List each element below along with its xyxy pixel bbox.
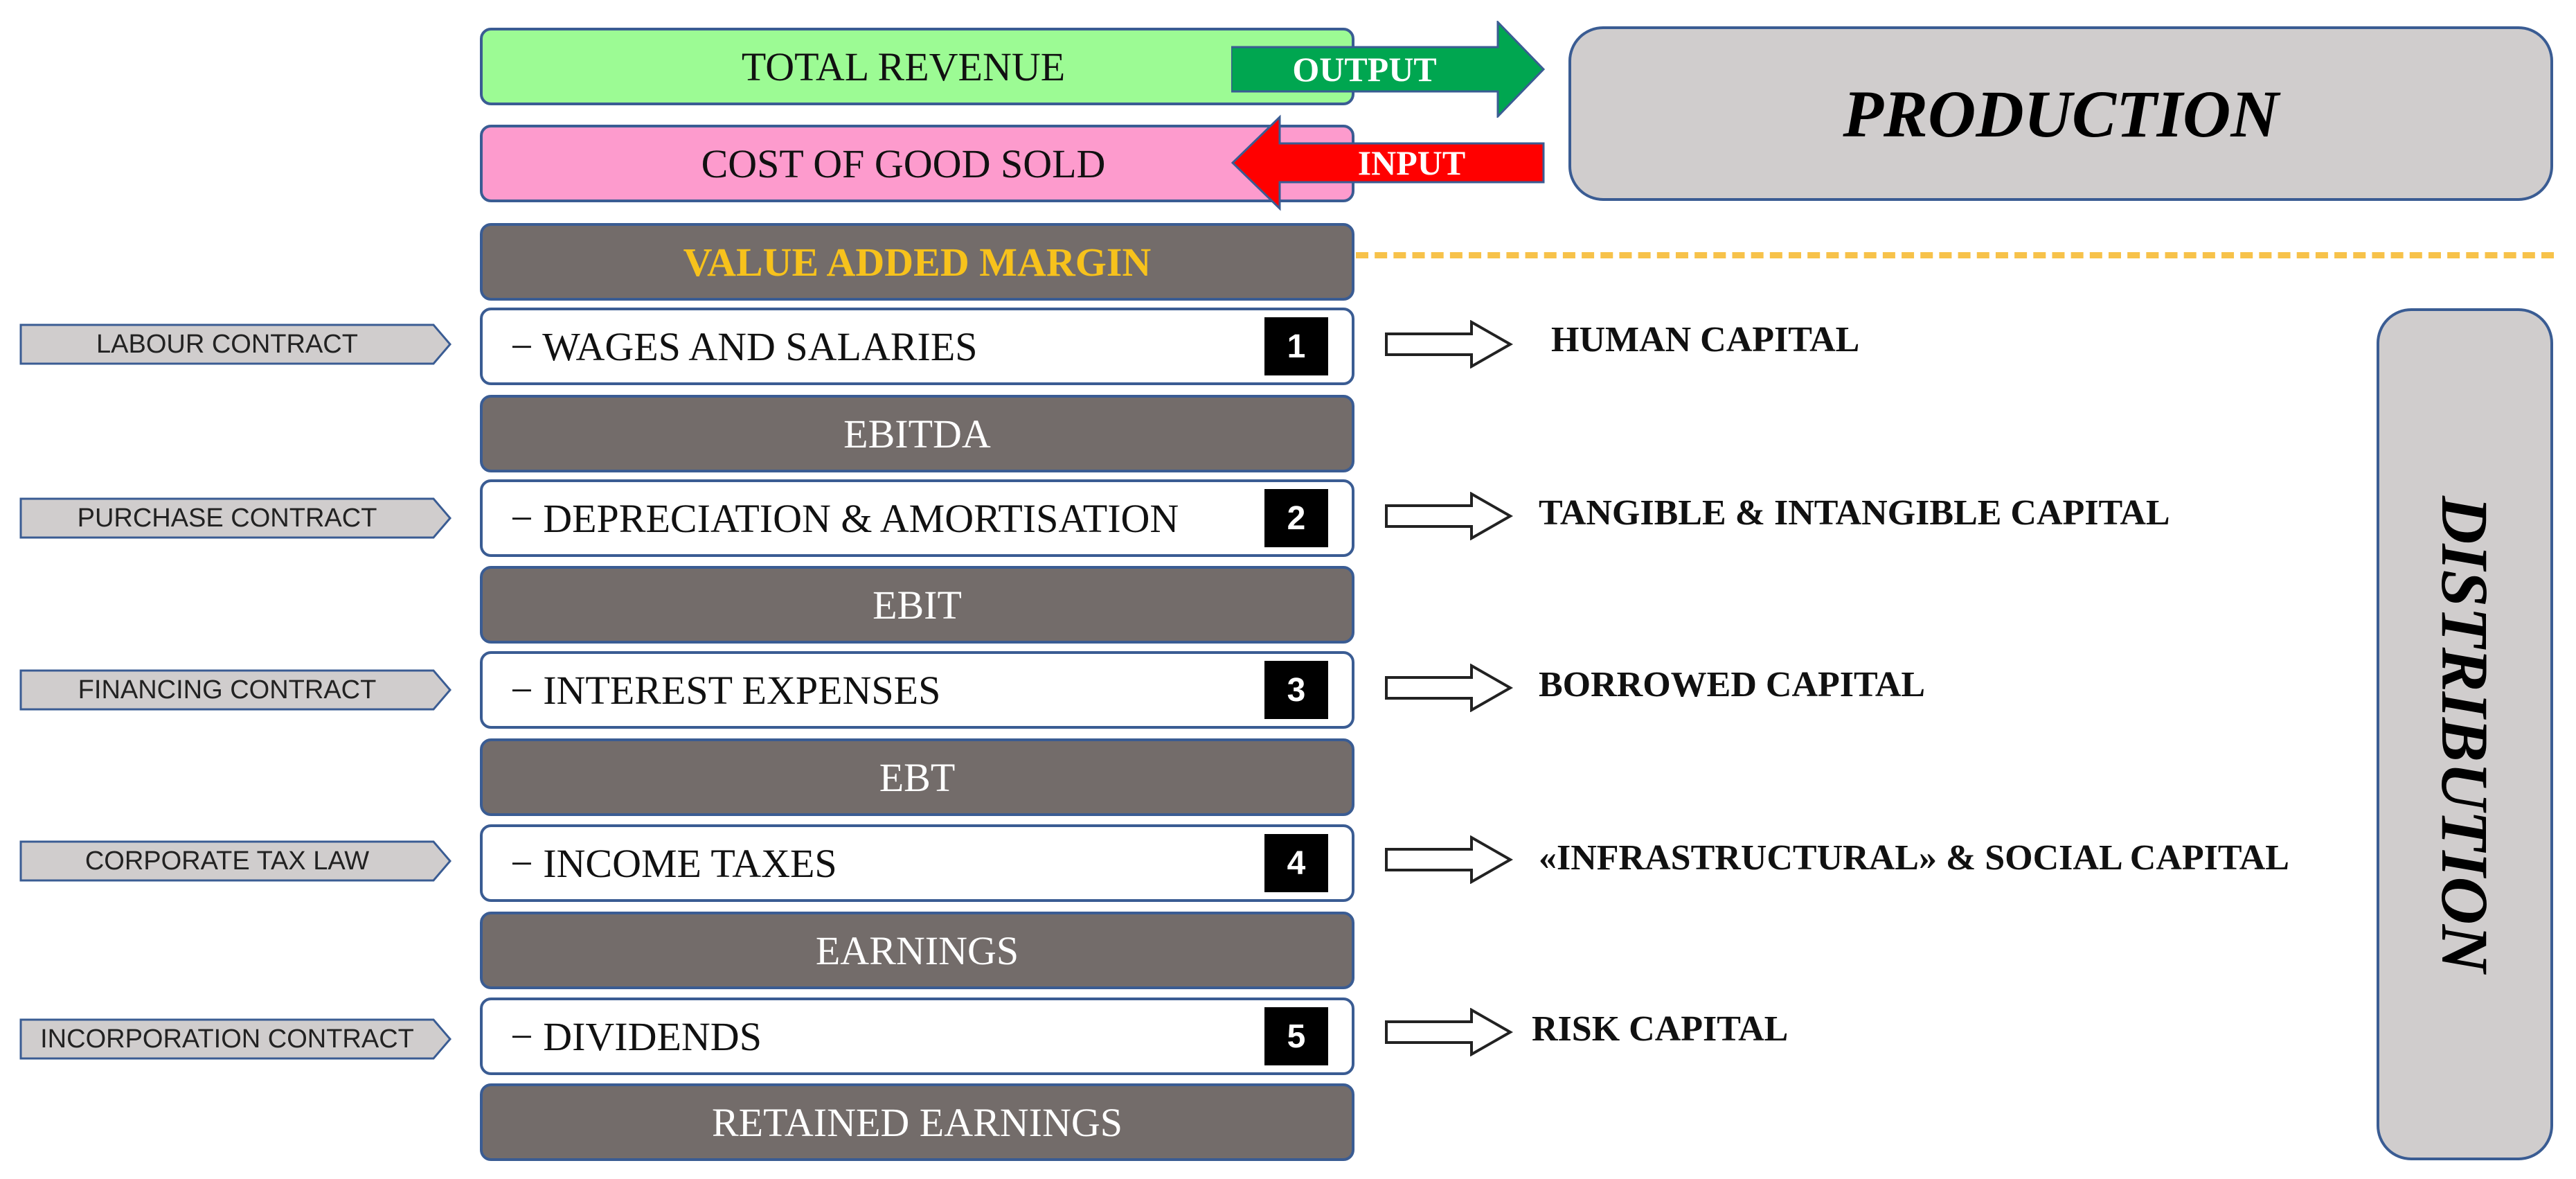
value-added-margin-box: VALUE ADDED MARGIN	[480, 223, 1354, 301]
contract-tag-2: PURCHASE CONTRACT	[19, 497, 452, 539]
retained-earnings-box: RETAINED EARNINGS	[480, 1083, 1354, 1161]
tag-arrow-shape	[19, 1018, 451, 1060]
right-arrow-icon	[1385, 663, 1514, 713]
contract-label: PURCHASE CONTRACT	[77, 503, 377, 533]
right-arrow-icon	[1385, 1007, 1514, 1057]
deduction-row-4: − INCOME TAXES 4	[480, 824, 1354, 902]
ebit-box: EBIT	[480, 566, 1354, 644]
input-arrow: INPUT	[1231, 114, 1546, 211]
contract-label: FINANCING CONTRACT	[78, 675, 377, 704]
distribution-title: DISTRIBUTION	[2428, 495, 2502, 973]
total-revenue-label: TOTAL REVENUE	[741, 44, 1066, 89]
step-number-badge: 5	[1264, 1007, 1328, 1065]
step-number-badge: 3	[1264, 661, 1328, 719]
contract-tag-1: LABOUR CONTRACT	[19, 323, 452, 365]
contract-label: LABOUR CONTRACT	[96, 329, 358, 359]
tag-arrow-shape	[19, 323, 451, 365]
deduction-row-1: − WAGES AND SALARIES 1	[480, 308, 1354, 385]
ebt-label: EBT	[879, 754, 956, 800]
contract-tag-4: CORPORATE TAX LAW	[19, 840, 452, 882]
capital-label: RISK CAPITAL	[1532, 1009, 1789, 1049]
contract-label: CORPORATE TAX LAW	[84, 846, 370, 876]
contract-tag-5: INCORPORATION CONTRACT	[19, 1018, 452, 1060]
deduction-label: − INTEREST EXPENSES	[510, 667, 941, 713]
right-arrow-icon	[1385, 319, 1514, 369]
output-label: OUTPUT	[1292, 50, 1437, 89]
deduction-label: − INCOME TAXES	[510, 840, 837, 886]
output-arrow: OUTPUT	[1230, 19, 1546, 119]
total-revenue-box: TOTAL REVENUE	[480, 28, 1354, 105]
production-distribution-divider	[1356, 252, 2554, 258]
step-number-badge: 4	[1264, 834, 1328, 892]
capital-label: TANGIBLE & INTANGIBLE CAPITAL	[1539, 493, 2170, 533]
contract-label: INCORPORATION CONTRACT	[40, 1024, 414, 1054]
input-label: INPUT	[1357, 143, 1466, 182]
step-number-badge: 2	[1264, 489, 1328, 547]
production-title: PRODUCTION	[1843, 76, 2279, 151]
deduction-row-5: − DIVIDENDS 5	[480, 998, 1354, 1075]
capital-label: HUMAN CAPITAL	[1551, 319, 1860, 360]
earnings-box: EARNINGS	[480, 912, 1354, 989]
value-added-margin-label: VALUE ADDED MARGIN	[683, 239, 1152, 285]
cost-of-good-sold-box: COST OF GOOD SOLD	[480, 125, 1354, 202]
capital-label: «INFRASTRUCTURAL» & SOCIAL CAPITAL	[1539, 837, 2289, 878]
right-arrow-icon	[1385, 835, 1514, 885]
deduction-label: − DEPRECIATION & AMORTISATION	[510, 495, 1179, 541]
right-arrow-icon	[1385, 491, 1514, 541]
ebit-label: EBIT	[873, 582, 962, 628]
ebitda-label: EBITDA	[843, 411, 991, 456]
deduction-label: − WAGES AND SALARIES	[510, 323, 978, 369]
ebt-box: EBT	[480, 738, 1354, 816]
deduction-row-2: − DEPRECIATION & AMORTISATION 2	[480, 479, 1354, 557]
step-number-badge: 1	[1264, 317, 1328, 375]
deduction-row-3: − INTEREST EXPENSES 3	[480, 651, 1354, 729]
cost-of-good-sold-label: COST OF GOOD SOLD	[701, 141, 1106, 186]
tag-arrow-shape	[19, 497, 451, 539]
earnings-label: EARNINGS	[815, 928, 1019, 973]
contract-tag-3: FINANCING CONTRACT	[19, 669, 452, 711]
tag-arrow-shape	[19, 669, 451, 711]
tag-arrow-shape	[19, 840, 451, 882]
output-arrow-icon	[1230, 19, 1546, 119]
retained-earnings-label: RETAINED EARNINGS	[711, 1099, 1123, 1145]
deduction-label: − DIVIDENDS	[510, 1013, 762, 1059]
production-panel: PRODUCTION	[1568, 26, 2553, 201]
ebitda-box: EBITDA	[480, 395, 1354, 472]
distribution-panel: DISTRIBUTION	[2377, 308, 2553, 1160]
input-arrow-icon	[1231, 114, 1545, 211]
capital-label: BORROWED CAPITAL	[1539, 664, 1926, 704]
